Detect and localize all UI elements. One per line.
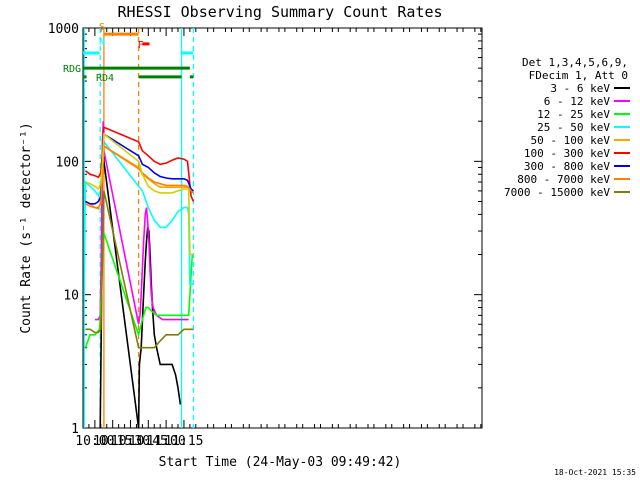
y-tick-label: 1000 — [48, 22, 79, 37]
series-line — [85, 190, 194, 349]
series-line — [99, 127, 182, 428]
footer-date: 18-Oct-2021 15:35 — [554, 468, 636, 477]
legend-entry: 100 - 300 keV — [524, 147, 610, 160]
legend-entry: 6 - 12 keV — [544, 95, 611, 108]
x-tick-label: 10:00 — [75, 434, 114, 449]
legend-entry: 3 - 6 keV — [550, 82, 610, 95]
legend-entry: 50 - 100 keV — [531, 134, 611, 147]
flag-label: RD4 — [96, 73, 114, 84]
y-axis-label: Count Rate (s⁻¹ detector⁻¹) — [19, 122, 34, 333]
chart-title: RHESSI Observing Summary Count Rates — [117, 3, 442, 21]
legend-entry: 300 - 800 keV — [524, 160, 610, 173]
x-tick-label: 10:45 — [129, 434, 168, 449]
legend-entry: 25 - 50 keV — [537, 121, 610, 134]
series-line — [85, 132, 194, 205]
flag-label: RDG — [63, 64, 81, 75]
series-line — [85, 144, 194, 209]
y-tick-label: 1 — [71, 422, 79, 437]
plot-frame — [82, 27, 483, 429]
series-line — [83, 139, 194, 295]
flag-label: N — [99, 37, 105, 48]
legend-header: Det 1,3,4,5,6,9, — [522, 56, 628, 69]
series-line — [84, 126, 195, 202]
x-tick-label: 10:30 — [111, 434, 150, 449]
flag-label: S — [99, 22, 105, 33]
series-line — [85, 132, 194, 256]
legend-header: FDecim 1, Att 0 — [529, 69, 628, 82]
x-tick-label: 10:15 — [93, 434, 132, 449]
y-tick-label: 10 — [63, 289, 79, 304]
y-tick-label: 100 — [56, 155, 79, 170]
series-line — [94, 121, 189, 325]
legend-entry: 7000 - 15000 keV — [504, 186, 610, 199]
legend-entry: 800 - 7000 keV — [517, 173, 610, 186]
series-line — [84, 230, 194, 348]
legend-entry: 12 - 25 keV — [537, 108, 610, 121]
x-tick-label: 11:00 — [147, 434, 186, 449]
x-tick-label: 11:15 — [164, 434, 203, 449]
x-axis-label: Start Time (24-May-03 09:49:42) — [159, 455, 402, 470]
flag-label: F — [138, 40, 144, 51]
